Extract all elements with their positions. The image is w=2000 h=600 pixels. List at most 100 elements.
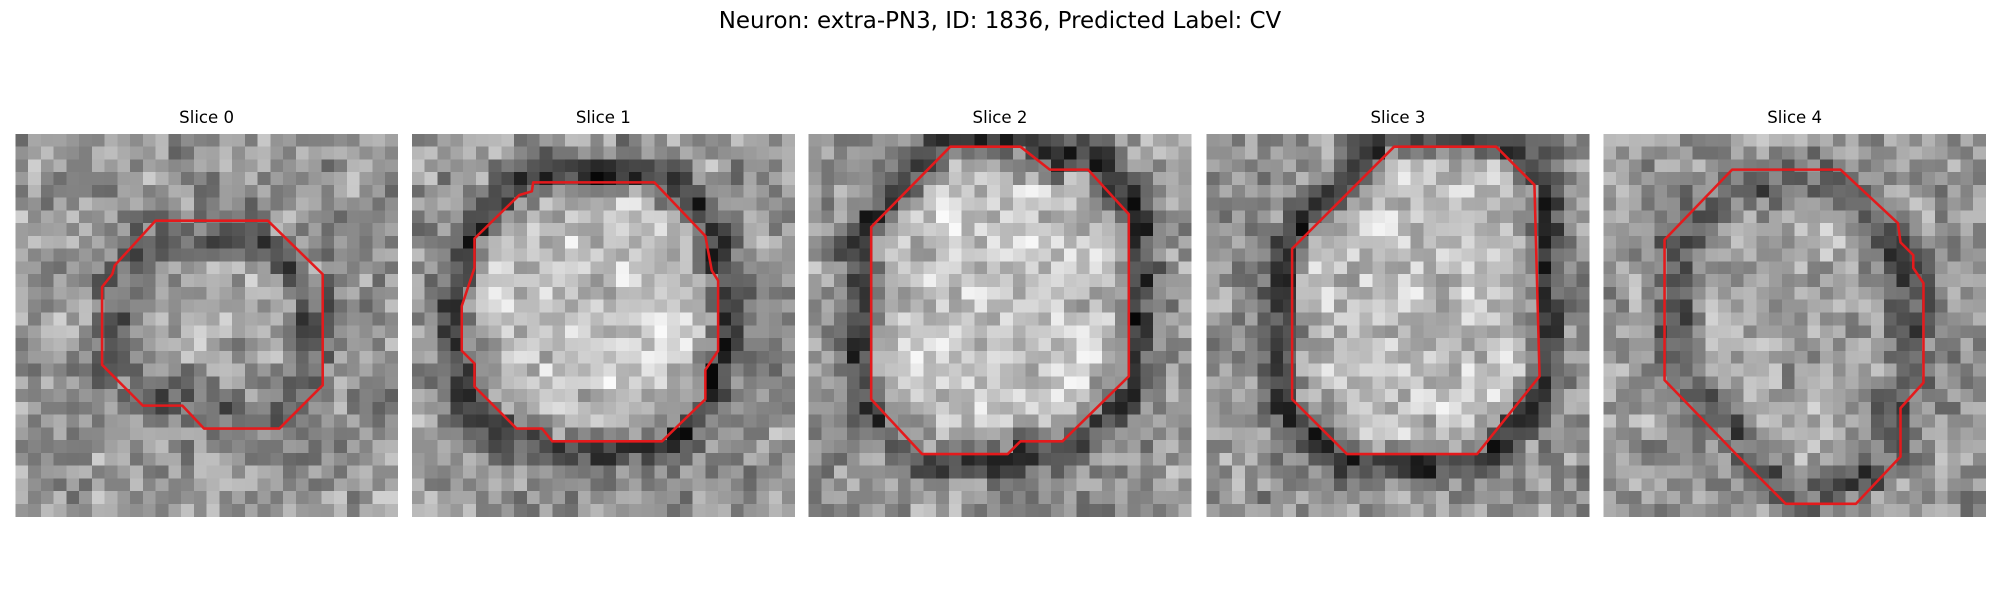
pixel bbox=[1385, 299, 1399, 313]
pixel bbox=[1334, 363, 1348, 377]
pixel bbox=[1346, 389, 1360, 403]
pixel bbox=[1410, 235, 1424, 249]
pixel bbox=[334, 172, 348, 186]
pixel bbox=[1321, 452, 1335, 466]
pixel bbox=[1743, 223, 1757, 237]
pixel bbox=[1487, 172, 1501, 186]
pixel bbox=[692, 248, 706, 262]
pixel bbox=[1012, 350, 1026, 364]
pixel bbox=[1372, 248, 1386, 262]
pixel bbox=[1960, 235, 1974, 249]
pixel bbox=[1807, 350, 1821, 364]
pixel bbox=[28, 172, 42, 186]
pixel bbox=[590, 389, 604, 403]
pixel bbox=[206, 491, 220, 505]
pixel bbox=[1295, 184, 1309, 198]
pixel bbox=[859, 414, 873, 428]
pixel bbox=[1769, 350, 1783, 364]
pixel bbox=[769, 478, 783, 492]
pixel bbox=[859, 261, 873, 275]
pixel bbox=[232, 350, 246, 364]
pixel bbox=[692, 376, 706, 390]
pixel bbox=[859, 440, 873, 454]
pixel bbox=[514, 159, 528, 173]
pixel bbox=[66, 133, 80, 147]
pixel bbox=[181, 325, 195, 339]
pixel bbox=[1127, 440, 1141, 454]
pixel bbox=[1603, 261, 1617, 275]
pixel bbox=[936, 465, 950, 479]
pixel bbox=[475, 325, 489, 339]
pixel bbox=[1794, 235, 1808, 249]
pixel bbox=[1960, 210, 1974, 224]
pixel bbox=[1334, 133, 1348, 147]
pixel bbox=[552, 491, 566, 505]
pixel bbox=[1448, 338, 1462, 352]
pixel bbox=[1858, 312, 1872, 326]
pixel bbox=[283, 133, 297, 147]
pixel bbox=[1012, 274, 1026, 288]
pixel bbox=[1474, 478, 1488, 492]
pixel bbox=[781, 414, 795, 428]
pixel bbox=[334, 210, 348, 224]
pixel bbox=[1140, 465, 1154, 479]
pixel bbox=[1321, 312, 1335, 326]
pixel bbox=[872, 491, 886, 505]
pixel bbox=[1448, 274, 1462, 288]
pixel bbox=[1385, 184, 1399, 198]
pixel bbox=[718, 210, 732, 224]
pixel bbox=[1730, 299, 1744, 313]
pixel bbox=[1257, 376, 1271, 390]
pixel bbox=[193, 235, 207, 249]
pixel bbox=[616, 248, 630, 262]
pixel bbox=[206, 286, 220, 300]
pixel bbox=[1960, 274, 1974, 288]
pixel bbox=[1423, 223, 1437, 237]
pixel bbox=[1219, 465, 1233, 479]
pixel bbox=[1718, 503, 1732, 517]
pixel bbox=[590, 223, 604, 237]
pixel bbox=[1769, 389, 1783, 403]
pixel bbox=[974, 299, 988, 313]
pixel bbox=[577, 133, 591, 147]
pixel bbox=[1538, 338, 1552, 352]
pixel bbox=[577, 401, 591, 415]
pixel bbox=[987, 299, 1001, 313]
pixel bbox=[654, 223, 668, 237]
pixel bbox=[1257, 223, 1271, 237]
pixel bbox=[616, 286, 630, 300]
pixel bbox=[130, 274, 144, 288]
pixel bbox=[590, 299, 604, 313]
pixel bbox=[590, 350, 604, 364]
pixel bbox=[641, 491, 655, 505]
pixel bbox=[130, 312, 144, 326]
pixel bbox=[1909, 465, 1923, 479]
pixel bbox=[705, 210, 719, 224]
pixel bbox=[1730, 376, 1744, 390]
pixel bbox=[385, 478, 399, 492]
pixel bbox=[1283, 235, 1297, 249]
pixel bbox=[1718, 478, 1732, 492]
pixel bbox=[552, 312, 566, 326]
pixel bbox=[334, 389, 348, 403]
pixel bbox=[1820, 133, 1834, 147]
pixel bbox=[193, 248, 207, 262]
pixel bbox=[257, 376, 271, 390]
pixel bbox=[79, 146, 93, 160]
pixel bbox=[859, 376, 873, 390]
pixel bbox=[411, 172, 426, 186]
pixel bbox=[1448, 427, 1462, 441]
pixel bbox=[168, 491, 182, 505]
pixel bbox=[1641, 452, 1655, 466]
pixel bbox=[1922, 248, 1936, 262]
pixel bbox=[756, 299, 770, 313]
pixel bbox=[1321, 133, 1335, 147]
pixel bbox=[1858, 376, 1872, 390]
pixel bbox=[1807, 197, 1821, 211]
pixel bbox=[1474, 389, 1488, 403]
pixel bbox=[424, 261, 438, 275]
pixel bbox=[1232, 350, 1246, 364]
pixel bbox=[526, 261, 540, 275]
pixel bbox=[1883, 427, 1897, 441]
pixel bbox=[1641, 235, 1655, 249]
